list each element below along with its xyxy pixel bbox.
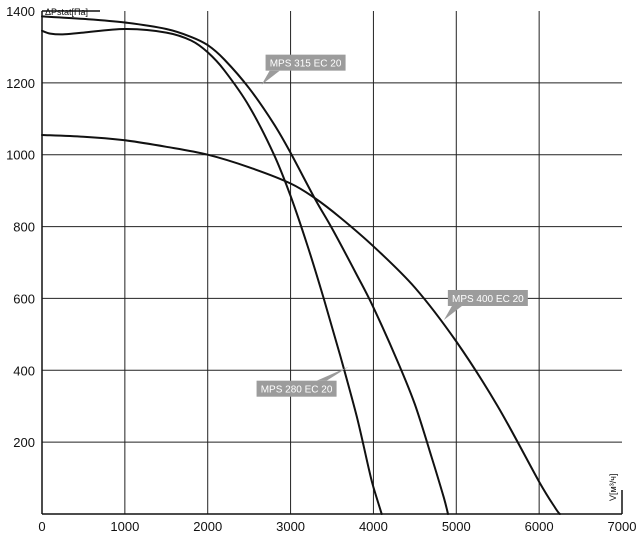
x-tick-label: 2000 <box>193 519 222 534</box>
axis-labels: ΔPstat[Па] V[м³/ч] <box>45 7 618 501</box>
series-callout-2: MPS 400 EC 20 <box>443 289 528 320</box>
callout-label: MPS 400 EC 20 <box>452 294 524 305</box>
series-callout-3: MPS 280 EC 20 <box>256 366 349 397</box>
tick-labels: 0 1000 2000 3000 4000 5000 6000 7000 200 400 600 80… <box>6 4 636 534</box>
x-axis-label: V[м³/ч] <box>608 474 618 501</box>
callouts: MPS 315 EC 20 MPS 400 EC 20 MPS 280 EC 20 <box>256 54 528 397</box>
x-tick-label: 5000 <box>442 519 471 534</box>
callout-pointer <box>443 306 462 320</box>
series-line-1 <box>41 27 383 515</box>
y-tick-label: 200 <box>13 435 35 450</box>
grid <box>42 11 622 514</box>
series-line-2 <box>41 15 449 515</box>
callout-pointer <box>316 366 349 381</box>
y-tick-label: 1000 <box>6 148 35 163</box>
curves <box>41 15 561 515</box>
y-tick-label: 800 <box>13 220 35 235</box>
callout-label: MPS 315 EC 20 <box>270 59 342 70</box>
x-tick-label: 1000 <box>110 519 139 534</box>
axes <box>41 10 623 515</box>
y-tick-label: 1400 <box>6 4 35 19</box>
series-line-3 <box>41 134 561 515</box>
callout-box <box>447 289 528 306</box>
callout-label: MPS 280 EC 20 <box>261 385 333 396</box>
series-callout-1: MPS 315 EC 20 <box>261 54 346 85</box>
x-tick-label: 0 <box>38 519 45 534</box>
x-tick-label: 4000 <box>359 519 388 534</box>
x-tick-label: 3000 <box>276 519 305 534</box>
y-axis-label: ΔPstat[Па] <box>45 7 88 17</box>
callout-box <box>265 54 346 71</box>
x-tick-label: 6000 <box>525 519 554 534</box>
x-tick-label: 7000 <box>608 519 637 534</box>
callout-box <box>256 380 337 397</box>
callout-pointer <box>261 70 280 85</box>
y-tick-label: 1200 <box>6 76 35 91</box>
y-tick-label: 400 <box>13 363 35 378</box>
y-tick-label: 600 <box>13 291 35 306</box>
